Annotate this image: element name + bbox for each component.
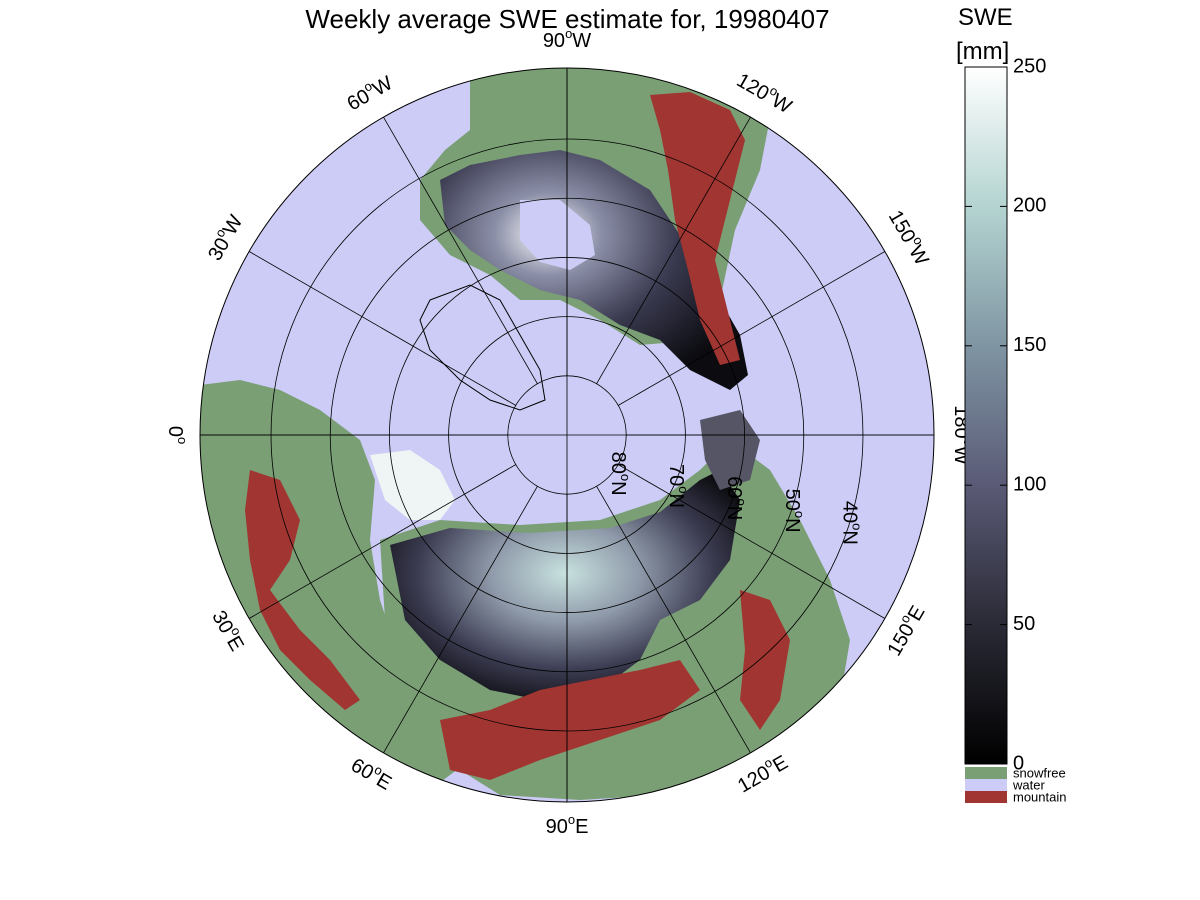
rocky-mountains <box>650 92 745 365</box>
longitude-label: 30oE <box>207 605 251 655</box>
latitude-labels: 80oN 70oN 60oN 50oN 40oN <box>607 452 865 545</box>
longitude-label: 90oW <box>543 26 591 52</box>
latitude-label: 60oN <box>723 476 749 520</box>
latitude-label: 80oN <box>607 452 633 496</box>
east-asia-mountains <box>740 590 790 730</box>
north-america-snow <box>440 150 748 390</box>
scandinavia <box>370 450 455 520</box>
meridian-line <box>383 116 538 384</box>
longitude-label: 150oW <box>884 205 937 270</box>
europe-mountains <box>245 470 360 710</box>
colorbar-unit: [mm] <box>956 38 1010 65</box>
meridian-line <box>248 251 516 406</box>
longitude-label: 60oE <box>347 751 397 795</box>
latitude-label: 70oN <box>665 464 691 508</box>
colorbar-title: SWE <box>958 4 1013 31</box>
latitude-label: 40oN <box>838 501 864 545</box>
longitude-label: 0o <box>164 426 190 444</box>
graticule <box>200 68 934 802</box>
meridian-line <box>618 251 886 406</box>
hudson-bay <box>520 200 595 270</box>
map-border <box>199 67 935 803</box>
greenland <box>419 284 546 411</box>
longitude-label: 60oW <box>342 69 397 116</box>
longitude-label: 180oW <box>950 405 976 465</box>
longitude-label: 120oW <box>733 66 798 119</box>
meridian-line <box>248 464 516 619</box>
latitude-label: 50oN <box>780 489 806 533</box>
map-title: Weekly average SWE estimate for, 1998040… <box>305 4 830 34</box>
asia-snow <box>390 470 740 700</box>
kamchatka <box>700 410 760 490</box>
meridian-line <box>618 464 886 619</box>
meridian-line <box>383 486 538 754</box>
longitude-label: 30oW <box>201 209 248 264</box>
map-surface <box>200 68 934 802</box>
meridian-line <box>596 486 751 754</box>
asia-mountains <box>440 660 700 780</box>
meridian-line <box>596 116 751 384</box>
longitude-label: 90oE <box>546 812 589 838</box>
